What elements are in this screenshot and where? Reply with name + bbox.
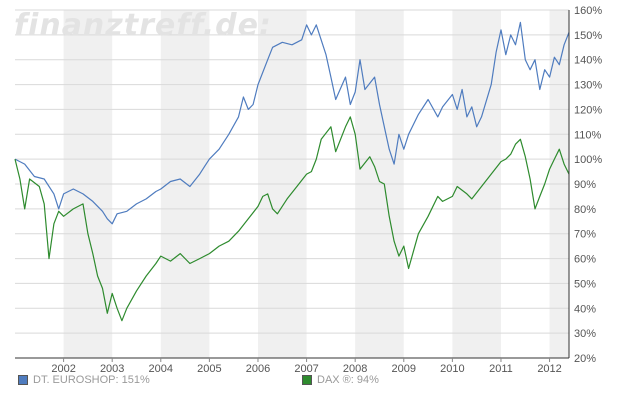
- y-tick-label-70: 70%: [574, 229, 596, 241]
- y-axis-ticks: 20% 30% 40% 50% 60% 70% 80% 90% 100% 110% 120% 130%…: [574, 5, 602, 365]
- y-tick-label-40: 40%: [574, 303, 596, 315]
- series-layer: [14, 21, 570, 322]
- legend-swatch-euroshop: [18, 375, 28, 385]
- y-tick-label-80: 80%: [574, 204, 596, 216]
- y-tick-label-50: 50%: [574, 278, 596, 290]
- y-tick-label-130: 130%: [574, 80, 602, 92]
- x-tick-label-2008: 2008: [343, 363, 367, 375]
- x-tick-label-2010: 2010: [440, 363, 464, 375]
- legend-item-euroshop: DT. EUROSHOP: 151%: [18, 374, 150, 386]
- legend-label-dax: DAX ®: 94%: [317, 374, 379, 386]
- y-tick-label-30: 30%: [574, 328, 596, 340]
- x-tick-label-2009: 2009: [392, 363, 416, 375]
- y-tick-label-90: 90%: [574, 179, 596, 191]
- x-tick-label-2004: 2004: [149, 363, 173, 375]
- legend-swatch-dax: [302, 375, 312, 385]
- x-tick-label-2005: 2005: [197, 363, 221, 375]
- x-tick-label-2003: 2003: [100, 363, 124, 375]
- y-tick-label-60: 60%: [574, 254, 596, 266]
- y-tick-label-160: 160%: [574, 5, 602, 17]
- series-line-euroshop: [14, 21, 570, 225]
- x-tick-label-2012: 2012: [537, 363, 561, 375]
- y-tick-label-120: 120%: [574, 104, 602, 116]
- y-tick-label-110: 110%: [574, 129, 602, 141]
- y-tick-label-150: 150%: [574, 30, 602, 42]
- series-line-dax: [14, 116, 570, 322]
- x-tick-label-2006: 2006: [246, 363, 270, 375]
- y-tick-label-140: 140%: [574, 55, 602, 67]
- x-tick-label-2002: 2002: [51, 363, 75, 375]
- x-axis-ticks: 2002 2003 2004 2005 2006 2007 2008 2009 2010 2011…: [51, 358, 562, 375]
- x-tick-label-2011: 2011: [489, 363, 513, 375]
- x-tick-label-2007: 2007: [294, 363, 318, 375]
- watermark: finanztreff.de:: [14, 8, 272, 43]
- legend-label-euroshop: DT. EUROSHOP: 151%: [33, 374, 150, 386]
- y-tick-label-20: 20%: [574, 353, 596, 365]
- y-tick-label-100: 100%: [574, 154, 602, 166]
- legend-item-dax: DAX ®: 94%: [302, 374, 379, 386]
